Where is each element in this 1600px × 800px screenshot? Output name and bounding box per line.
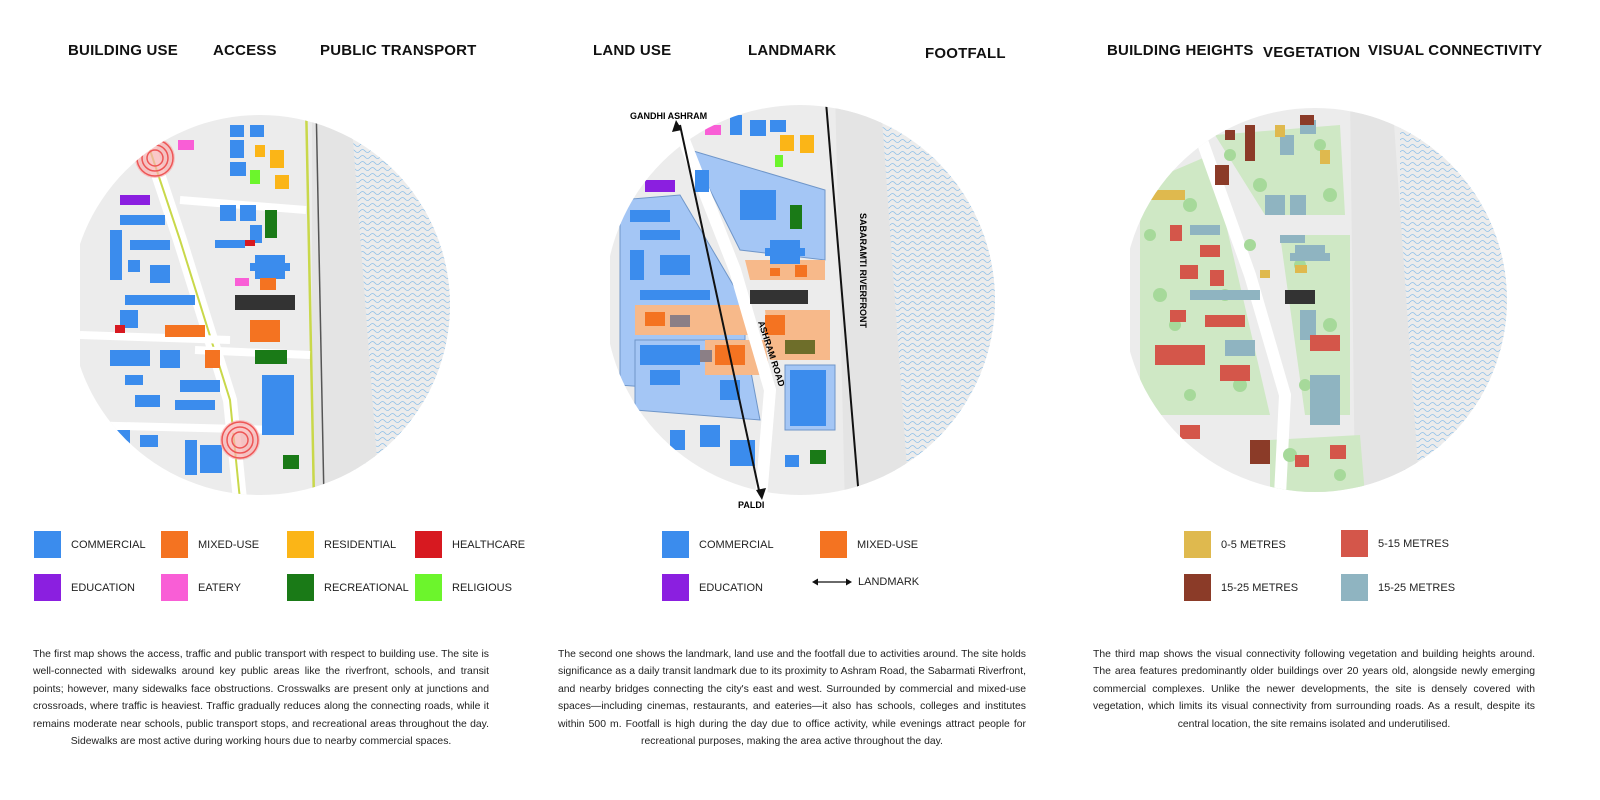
map-building-heights (1130, 108, 1507, 492)
legend-swatch (34, 574, 61, 601)
legend-item-commercial-2: COMMERCIAL (662, 531, 774, 558)
header-building-heights: BUILDING HEIGHTS (1107, 42, 1254, 59)
description-map-1: The first map shows the access, traffic … (33, 649, 489, 748)
legend-swatch (161, 531, 188, 558)
legend-swatch (1184, 531, 1211, 558)
legend-item-education: EDUCATION (34, 574, 135, 601)
legend-label: RECREATIONAL (324, 581, 409, 594)
header-visual-connectivity: VISUAL CONNECTIVITY (1368, 42, 1543, 59)
legend-swatch (820, 531, 847, 558)
legend-swatch (415, 531, 442, 558)
legend-swatch (161, 574, 188, 601)
legend-label: RESIDENTIAL (324, 538, 397, 551)
header-landmark: LANDMARK (748, 42, 837, 59)
legend-label: LANDMARK (858, 576, 920, 588)
legend-item-height-0-5: 0-5 METRES (1184, 531, 1286, 558)
legend-swatch (662, 531, 689, 558)
header-access: ACCESS (213, 42, 277, 59)
legend-label: EATERY (198, 581, 241, 594)
legend-item-recreational: RECREATIONAL (287, 574, 409, 601)
legend-item-religious: RELIGIOUS (415, 574, 512, 601)
header-public-transport: PUBLIC TRANSPORT (320, 42, 477, 59)
legend-item-height-5-15: 5-15 METRES (1341, 530, 1449, 557)
legend-label: 0-5 METRES (1221, 538, 1286, 551)
legend-swatch (1184, 574, 1211, 601)
legend-label: HEALTHCARE (452, 538, 526, 551)
header-land-use: LAND USE (593, 42, 672, 59)
legend-label: COMMERCIAL (699, 538, 774, 551)
legend-swatch (1341, 574, 1368, 601)
legend-swatch (415, 574, 442, 601)
legend-item-landmark: LANDMARK (812, 576, 919, 588)
legend-item-eatery: EATERY (161, 574, 241, 601)
legend-item-mixed-use: MIXED-USE (161, 531, 259, 558)
legend-label: RELIGIOUS (452, 581, 512, 594)
header-vegetation: VEGETATION (1263, 44, 1361, 61)
label-paldi: PALDI (738, 500, 764, 510)
legend-swatch (34, 531, 61, 558)
legend-label: 15-25 METRES (1378, 581, 1456, 594)
map-building-use (80, 115, 450, 495)
label-gandhi-ashram: GANDHI ASHRAM (630, 111, 707, 121)
label-sabarmati-riverfront: SABARAMTI RIVERFRONT (858, 213, 868, 328)
legend-swatch (287, 531, 314, 558)
legend-swatch (287, 574, 314, 601)
header-building-use: BUILDING USE (68, 42, 178, 59)
legend-swatch (1341, 530, 1368, 557)
legend-item-mixed-use-2: MIXED-USE (820, 531, 918, 558)
legend-label: EDUCATION (699, 581, 763, 594)
legend-label: MIXED-USE (198, 538, 260, 551)
legend-label: 5-15 METRES (1378, 537, 1449, 550)
description-map-3: The third map shows the visual connectiv… (1093, 649, 1535, 730)
legend-item-education-2: EDUCATION (662, 574, 763, 601)
legend-label: EDUCATION (71, 581, 135, 594)
legend-item-height-15-25-brown: 15-25 METRES (1184, 574, 1298, 601)
map-land-use: GANDHI ASHRAM PALDI ASHRAM ROAD SABARAMT… (610, 105, 995, 510)
legend-label: 15-25 METRES (1221, 581, 1299, 594)
legend-swatch (662, 574, 689, 601)
legend-item-residential: RESIDENTIAL (287, 531, 396, 558)
double-arrow-icon (812, 578, 852, 586)
legend-item-commercial: COMMERCIAL (34, 531, 146, 558)
description-map-2: The second one shows the landmark, land … (558, 649, 1026, 748)
legend-label: COMMERCIAL (71, 538, 146, 551)
legend-label: MIXED-USE (857, 538, 919, 551)
header-footfall: FOOTFALL (925, 45, 1006, 62)
legend-item-healthcare: HEALTHCARE (415, 531, 525, 558)
legend-item-height-15-25-blue: 15-25 METRES (1341, 574, 1455, 601)
